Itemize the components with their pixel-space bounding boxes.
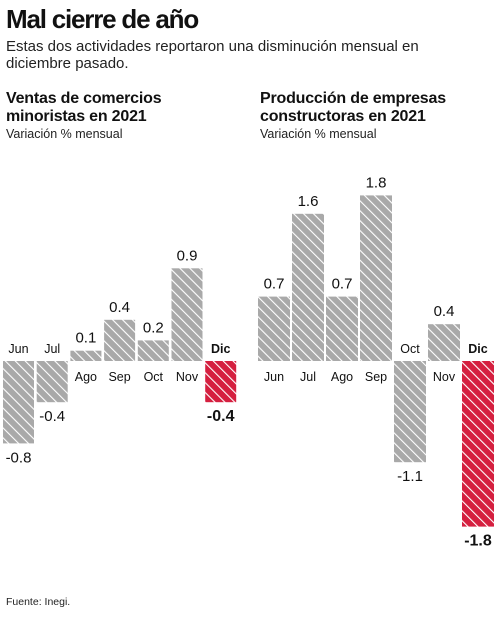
chart1-value-label: -0.4 xyxy=(207,408,235,425)
chart2-category-label: Jun xyxy=(264,370,284,384)
chart2-title: Producción de empresas constructoras en … xyxy=(260,90,446,125)
chart1-value-label: -0.4 xyxy=(39,408,65,425)
chart2-category-label: Dic xyxy=(468,342,488,356)
chart1-category-label: Ago xyxy=(75,370,97,384)
chart1-category-label: Jul xyxy=(44,342,60,356)
chart2-plot: 0.7 Jun 1.6 Jul 0.7 Ago 1.8 Sep -1.1 Oct 0.4 Nov -1.… xyxy=(258,174,494,550)
chart1-value-label: 0.2 xyxy=(143,319,164,336)
chart2-bar-nov xyxy=(428,324,460,361)
chart1-value-label: 0.9 xyxy=(177,247,198,264)
chart1-plot: -0.8 Jun -0.4 Jul 0.1 Ago 0.4 Sep 0.2 Oct 0.9 Nov -0… xyxy=(3,247,237,466)
chart1-category-label: Jun xyxy=(8,342,28,356)
chart1-bar-sep xyxy=(104,319,136,361)
chart2-bar-dic xyxy=(462,361,494,527)
chart1-category-label: Sep xyxy=(108,370,130,384)
chart2-value-label: 1.8 xyxy=(366,174,387,191)
chart1-value-label: -0.8 xyxy=(6,449,32,466)
chart1-bar-jun xyxy=(3,361,34,444)
chart1-value-label: 0.4 xyxy=(109,299,130,316)
chart2-bar-jun xyxy=(258,296,290,361)
chart2-value-label: 0.4 xyxy=(434,303,455,320)
chart2-bar-sep xyxy=(360,195,392,361)
chart2-value-label: -1.1 xyxy=(397,468,423,485)
chart1-bar-dic xyxy=(205,361,237,403)
page-title: Mal cierre de año xyxy=(6,4,199,34)
chart1-category-label: Nov xyxy=(176,370,199,384)
chart2-bar-jul xyxy=(292,213,324,361)
chart2-category-label: Jul xyxy=(300,370,316,384)
chart1-category-label: Dic xyxy=(211,342,231,356)
chart2-category-label: Oct xyxy=(400,342,420,356)
chart1-bar-ago xyxy=(70,350,102,361)
chart2-category-label: Nov xyxy=(433,370,456,384)
chart2-value-label: 0.7 xyxy=(332,276,353,293)
chart2-unit-label: Variación % mensual xyxy=(260,127,377,141)
chart1-unit-label: Variación % mensual xyxy=(6,127,123,141)
chart2-value-label: 0.7 xyxy=(264,276,285,293)
chart2-bar-ago xyxy=(326,296,358,361)
chart2-category-label: Sep xyxy=(365,370,387,384)
chart1-bar-oct xyxy=(137,340,169,361)
chart1-bar-nov xyxy=(171,268,203,361)
chart2-category-label: Ago xyxy=(331,370,353,384)
chart1-bar-jul xyxy=(36,361,68,403)
chart2-bar-oct xyxy=(394,361,426,463)
chart1-value-label: 0.1 xyxy=(75,330,96,347)
source-note: Fuente: Inegi. xyxy=(6,596,71,608)
chart1-category-label: Oct xyxy=(144,370,164,384)
chart2-value-label: -1.8 xyxy=(464,533,492,550)
chart2-value-label: 1.6 xyxy=(298,193,319,210)
chart1-title: Ventas de comercios minoristas en 2021 xyxy=(6,90,162,125)
page-subtitle: Estas dos actividades reportaron una dis… xyxy=(6,38,419,72)
